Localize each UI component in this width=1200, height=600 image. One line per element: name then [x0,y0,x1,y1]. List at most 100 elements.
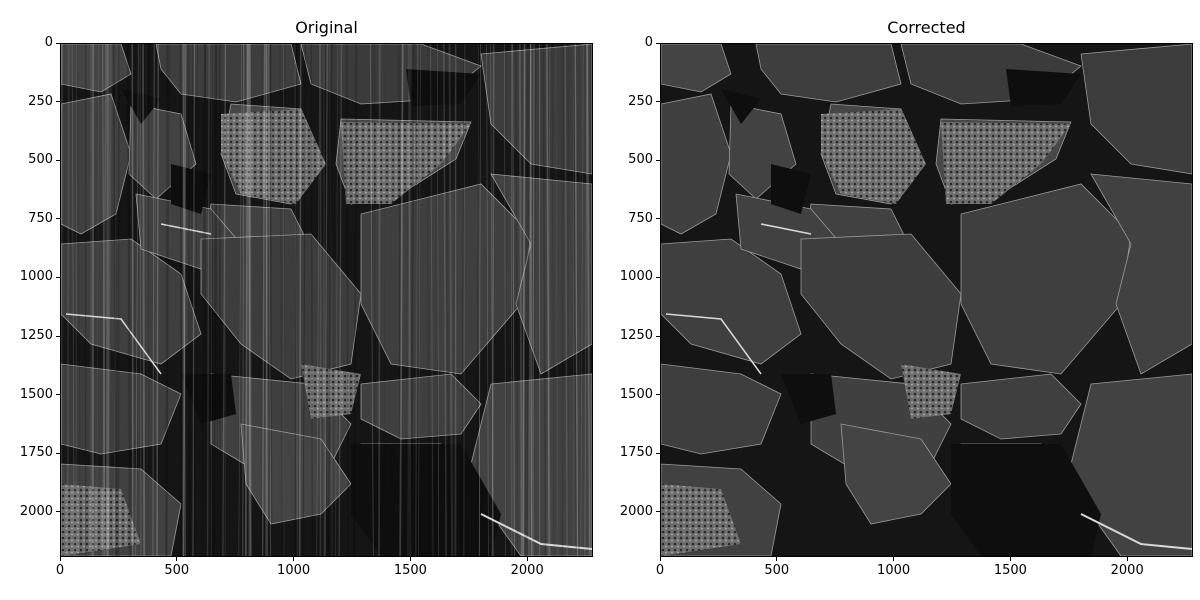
curtain-stripe [211,44,214,556]
curtain-stripe [182,44,186,556]
grain [960,183,1132,375]
porous-region [661,484,741,556]
grain [661,363,782,455]
y-tick [656,335,660,337]
curtain-stripe [414,44,420,556]
void [406,69,481,106]
curtain-stripe [577,44,582,556]
curtain-stripe [152,44,155,556]
curtain-stripe [324,44,328,556]
curtain-stripe [418,44,421,556]
x-tick-label: 500 [164,563,190,578]
y-tick [56,101,60,103]
void [771,164,811,214]
edge-highlight [65,313,162,375]
curtain-stripe [530,44,534,556]
corrected-panel: Corrected 0 500 1000 1500 2000 0 250 500 750 1000… [600,0,1200,600]
curtain-stripe [182,44,186,556]
curtain-stripe [166,44,170,556]
curtain-stripe [147,44,150,556]
y-tick-label: 2000 [19,503,53,519]
grain [1090,173,1192,375]
curtain-stripe [245,44,249,556]
curtain-stripe [373,44,376,556]
y-tick [656,218,660,220]
curtain-stripe [102,44,107,556]
curtain-stripe [529,44,533,556]
curtain-stripe [555,44,559,556]
curtain-stripe [145,44,149,556]
curtain-stripe [131,44,134,556]
grain [155,44,302,103]
curtain-stripe [107,44,110,556]
curtain-stripe [213,44,217,556]
curtain-stripe [179,44,183,556]
y-tick [656,394,660,396]
y-tick [656,42,660,44]
grain [1080,44,1192,175]
curtain-stripe [294,44,299,556]
y-tick [656,159,660,161]
curtain-stripe [407,44,412,556]
grain [360,373,482,440]
curtain-stripe [318,44,323,556]
edge-highlight [160,223,212,235]
curtain-stripe [378,44,381,556]
x-tick [893,557,895,561]
curtain-stripe [452,44,457,556]
x-tick-label: 1500 [393,563,427,578]
void [171,164,211,214]
curtain-stripe [127,44,132,556]
curtain-stripe [127,44,131,556]
original-micrograph [61,44,592,556]
y-tick-label: 1500 [19,386,53,402]
curtain-stripe [463,44,466,556]
curtain-stripe [430,44,434,556]
original-panel-title: Original [295,18,358,37]
curtain-stripe [71,44,75,556]
curtain-stripe [146,44,148,556]
curtain-stripe [515,44,519,556]
curtain-stripe [573,44,578,556]
curtain-stripe [383,44,386,556]
grain [240,423,352,525]
curtain-stripe [107,44,112,556]
curtain-stripe [524,44,529,556]
curtain-stripe [397,44,403,556]
curtain-stripe [436,44,439,556]
curtain-stripe [478,44,481,556]
curtain-stripe [504,44,506,556]
curtain-stripe [200,44,206,556]
curtain-stripe [283,44,286,556]
y-tick-label: 500 [628,152,653,168]
y-tick [656,276,660,278]
curtain-stripe [586,44,592,556]
grain [360,183,532,375]
y-tick [56,218,60,220]
porous-region [941,122,1071,204]
curtain-stripe [238,44,242,556]
curtain-stripe [370,44,374,556]
void [951,444,1101,556]
grain [61,44,132,93]
curtain-stripe [332,44,335,556]
grain [661,44,732,93]
curtain-stripe [260,44,263,556]
curtain-stripe [547,44,551,556]
x-tick [176,557,178,561]
curtain-stripe [353,44,356,556]
curtain-stripe [142,44,146,556]
curtain-stripe [248,44,251,556]
curtain-stripe [329,44,333,556]
y-tick [56,276,60,278]
curtain-stripe [105,44,109,556]
curtain-stripe [180,44,184,556]
x-tick-label: 2000 [510,563,544,578]
y-tick [656,101,660,103]
curtain-stripe [76,44,81,556]
curtain-stripe [136,44,140,556]
void [351,444,501,556]
curtain-stripe [338,44,343,556]
curtain-stripe [335,44,339,556]
y-tick-label: 0 [44,35,53,50]
